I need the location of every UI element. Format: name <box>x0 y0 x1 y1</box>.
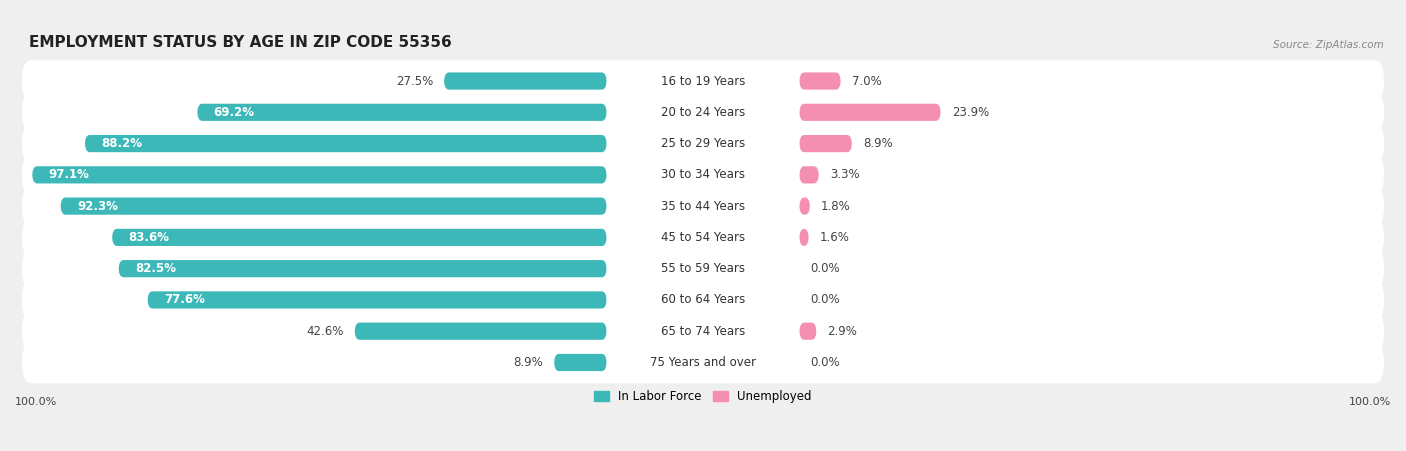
Text: 7.0%: 7.0% <box>852 74 882 87</box>
FancyBboxPatch shape <box>606 135 800 152</box>
Text: 55 to 59 Years: 55 to 59 Years <box>661 262 745 275</box>
Text: 23.9%: 23.9% <box>952 106 988 119</box>
Text: 83.6%: 83.6% <box>128 231 170 244</box>
Text: 69.2%: 69.2% <box>214 106 254 119</box>
FancyBboxPatch shape <box>22 279 1384 321</box>
Text: 27.5%: 27.5% <box>395 74 433 87</box>
Text: 0.0%: 0.0% <box>810 356 839 369</box>
Text: 1.8%: 1.8% <box>821 200 851 212</box>
FancyBboxPatch shape <box>800 104 941 121</box>
FancyBboxPatch shape <box>22 310 1384 352</box>
FancyBboxPatch shape <box>22 60 1384 102</box>
FancyBboxPatch shape <box>606 73 800 90</box>
FancyBboxPatch shape <box>22 341 1384 383</box>
Text: 45 to 54 Years: 45 to 54 Years <box>661 231 745 244</box>
FancyBboxPatch shape <box>606 229 800 246</box>
Text: 0.0%: 0.0% <box>810 294 839 306</box>
Text: 92.3%: 92.3% <box>77 200 118 212</box>
FancyBboxPatch shape <box>606 322 800 340</box>
Text: 88.2%: 88.2% <box>101 137 142 150</box>
FancyBboxPatch shape <box>606 104 800 121</box>
Text: 100.0%: 100.0% <box>15 397 58 407</box>
FancyBboxPatch shape <box>22 92 1384 133</box>
Text: 8.9%: 8.9% <box>513 356 543 369</box>
FancyBboxPatch shape <box>60 198 606 215</box>
Text: 3.3%: 3.3% <box>830 168 859 181</box>
FancyBboxPatch shape <box>800 166 818 184</box>
FancyBboxPatch shape <box>606 260 800 277</box>
FancyBboxPatch shape <box>800 73 841 90</box>
FancyBboxPatch shape <box>606 166 800 184</box>
Text: Source: ZipAtlas.com: Source: ZipAtlas.com <box>1274 40 1384 50</box>
Text: 2.9%: 2.9% <box>828 325 858 338</box>
Text: EMPLOYMENT STATUS BY AGE IN ZIP CODE 55356: EMPLOYMENT STATUS BY AGE IN ZIP CODE 553… <box>28 35 451 50</box>
FancyBboxPatch shape <box>444 73 606 90</box>
Text: 60 to 64 Years: 60 to 64 Years <box>661 294 745 306</box>
FancyBboxPatch shape <box>606 198 800 215</box>
Text: 16 to 19 Years: 16 to 19 Years <box>661 74 745 87</box>
FancyBboxPatch shape <box>606 354 800 371</box>
FancyBboxPatch shape <box>22 248 1384 290</box>
FancyBboxPatch shape <box>22 216 1384 258</box>
FancyBboxPatch shape <box>554 354 606 371</box>
FancyBboxPatch shape <box>22 154 1384 196</box>
Text: 77.6%: 77.6% <box>165 294 205 306</box>
FancyBboxPatch shape <box>112 229 606 246</box>
Text: 0.0%: 0.0% <box>810 262 839 275</box>
FancyBboxPatch shape <box>148 291 606 308</box>
Text: 30 to 34 Years: 30 to 34 Years <box>661 168 745 181</box>
FancyBboxPatch shape <box>22 123 1384 165</box>
Text: 75 Years and over: 75 Years and over <box>650 356 756 369</box>
FancyBboxPatch shape <box>606 291 800 308</box>
Text: 25 to 29 Years: 25 to 29 Years <box>661 137 745 150</box>
Text: 1.6%: 1.6% <box>820 231 849 244</box>
Text: 20 to 24 Years: 20 to 24 Years <box>661 106 745 119</box>
FancyBboxPatch shape <box>22 185 1384 227</box>
FancyBboxPatch shape <box>800 135 852 152</box>
FancyBboxPatch shape <box>32 166 606 184</box>
Text: 42.6%: 42.6% <box>307 325 343 338</box>
Legend: In Labor Force, Unemployed: In Labor Force, Unemployed <box>595 391 811 404</box>
Text: 97.1%: 97.1% <box>49 168 90 181</box>
FancyBboxPatch shape <box>118 260 606 277</box>
Text: 82.5%: 82.5% <box>135 262 176 275</box>
FancyBboxPatch shape <box>800 322 817 340</box>
FancyBboxPatch shape <box>197 104 606 121</box>
Text: 65 to 74 Years: 65 to 74 Years <box>661 325 745 338</box>
FancyBboxPatch shape <box>800 229 808 246</box>
Text: 8.9%: 8.9% <box>863 137 893 150</box>
Text: 100.0%: 100.0% <box>1348 397 1391 407</box>
FancyBboxPatch shape <box>800 198 810 215</box>
FancyBboxPatch shape <box>84 135 606 152</box>
FancyBboxPatch shape <box>354 322 606 340</box>
Text: 35 to 44 Years: 35 to 44 Years <box>661 200 745 212</box>
